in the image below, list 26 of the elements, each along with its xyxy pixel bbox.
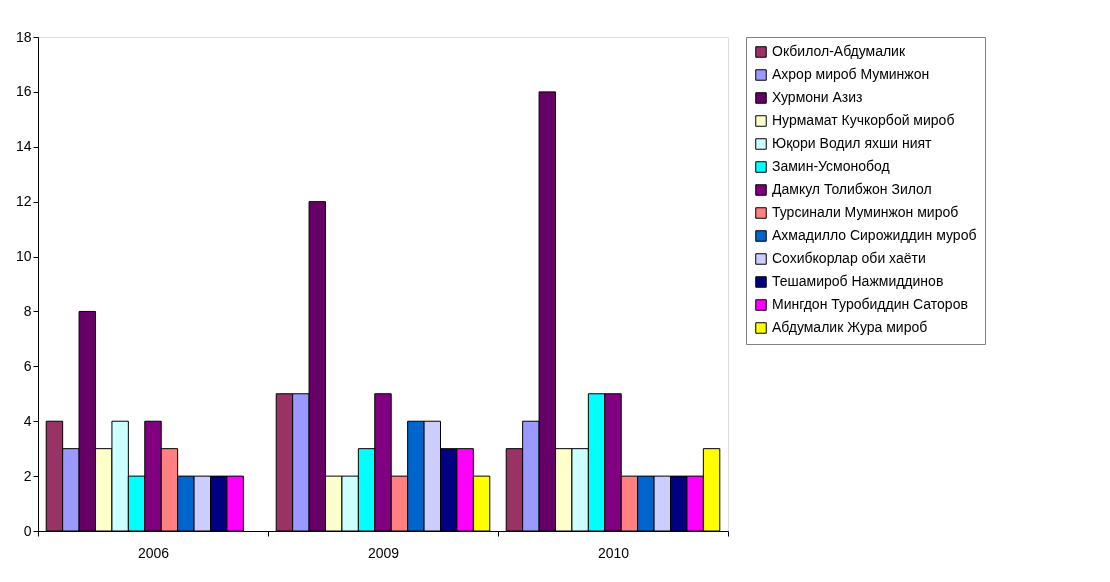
x-tick-label: 2010 xyxy=(597,544,630,561)
legend-label: Сохибкорлар оби хаёти xyxy=(772,250,926,266)
y-tick-label: 0 xyxy=(23,522,32,539)
legend-label: Нурмамат Кучкорбой мироб xyxy=(772,112,955,128)
legend-label: Окбилол-Абдумалик xyxy=(772,43,906,59)
legend-label: Ахрор мироб Муминжон xyxy=(772,66,930,82)
y-tick-label: 4 xyxy=(23,412,32,429)
legend-label: Турсинали Муминжон мироб xyxy=(772,204,959,220)
y-tick-label: 16 xyxy=(15,83,32,100)
y-tick-label: 2 xyxy=(23,467,32,484)
legend-label: Мингдон Туробиддин Саторов xyxy=(772,296,968,312)
legend-label: Ахмадилло Сирожиддин муроб xyxy=(772,227,977,243)
y-tick-label: 8 xyxy=(23,302,32,319)
x-tick-label: 2009 xyxy=(367,544,400,561)
y-tick-label: 6 xyxy=(23,357,32,374)
y-tick-label: 10 xyxy=(15,248,32,265)
y-tick-label: 12 xyxy=(15,193,32,210)
legend-label: Юқори Водил яхши ният xyxy=(772,135,933,151)
legend-label: Тешамироб Нажмиддинов xyxy=(772,273,944,289)
legend-label: Дамкул Толибжон Зилол xyxy=(772,181,932,197)
legend-label: Замин-Усмонобод xyxy=(772,158,890,174)
legend-label: Абдумалик Жура мироб xyxy=(772,319,928,335)
legend-label: Хурмони Азиз xyxy=(772,89,863,105)
x-tick-label: 2006 xyxy=(137,544,170,561)
y-tick-label: 18 xyxy=(15,28,32,45)
y-tick-label: 14 xyxy=(15,138,32,155)
